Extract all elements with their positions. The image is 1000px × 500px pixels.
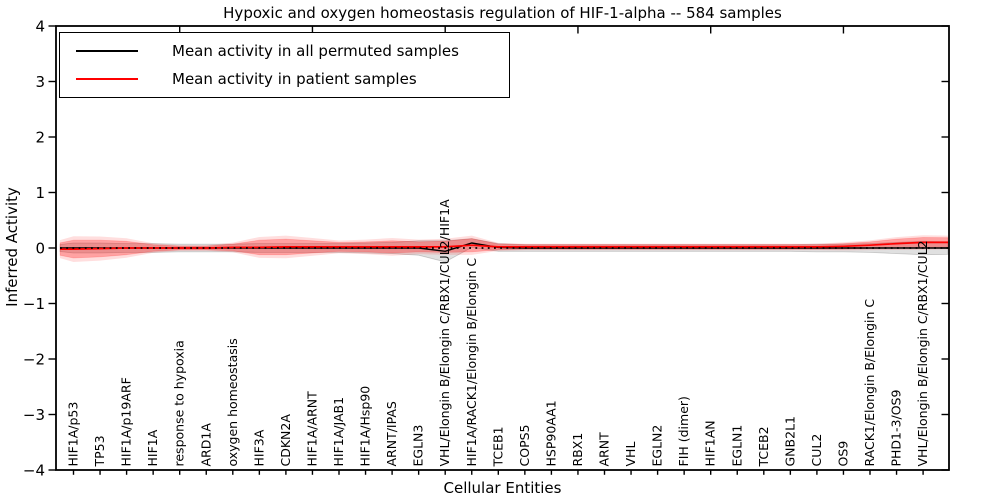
y-tick-label: 0 xyxy=(35,240,45,258)
legend-item-patient: Mean activity in patient samples xyxy=(76,66,509,92)
legend-label-patient: Mean activity in patient samples xyxy=(172,69,417,88)
patient-band-outer xyxy=(60,235,948,262)
x-category-label: response to hypoxia xyxy=(172,340,187,466)
x-category-label: HIF1A/p53 xyxy=(66,402,81,467)
x-category-label: ARD1A xyxy=(198,423,213,467)
x-category-label: VHL xyxy=(623,442,638,467)
x-category-label: VHL/Elongin B/Elongin C/RBX1/CUL2/HIF1A xyxy=(437,199,452,467)
x-category-label: HSP90AA1 xyxy=(543,400,558,466)
x-category-label: EGLN2 xyxy=(650,425,665,467)
x-category-label: HIF3A xyxy=(251,429,266,466)
x-category-label: EGLN3 xyxy=(411,425,426,467)
y-tick-label: 3 xyxy=(35,73,45,91)
chart-title: Hypoxic and oxygen homeostasis regulatio… xyxy=(223,4,782,22)
permuted-band xyxy=(59,238,949,263)
x-category-label: EGLN1 xyxy=(729,425,744,467)
x-axis-label: Cellular Entities xyxy=(443,479,562,497)
x-category-label: HIF1A/p19ARF xyxy=(119,377,134,466)
y-tick-label: −1 xyxy=(23,295,45,313)
x-category-label: COPS5 xyxy=(517,425,532,467)
x-category-label: CUL2 xyxy=(809,434,824,467)
y-tick-label: 4 xyxy=(35,18,45,36)
x-category-label: HIF1A/JAB1 xyxy=(331,397,346,467)
y-axis-label: Inferred Activity xyxy=(3,187,21,307)
x-category-label: RACK1/Elongin B/Elongin C xyxy=(862,299,877,467)
legend-item-permuted: Mean activity in all permuted samples xyxy=(76,38,509,64)
y-tick-label: 2 xyxy=(35,129,45,147)
x-category-label: ARNT xyxy=(597,432,612,467)
x-category-label: oxygen homeostasis xyxy=(225,338,240,466)
y-tick-label: −4 xyxy=(23,462,45,480)
x-category-label: ARNT/IPAS xyxy=(384,401,399,466)
x-category-label: VHL/Elongin B/Elongin C/RBX1/CUL2 xyxy=(915,240,930,466)
y-tick-label: −3 xyxy=(23,406,45,424)
x-category-label: HIF1A/ARNT xyxy=(304,391,319,467)
legend-label-permuted: Mean activity in all permuted samples xyxy=(172,41,459,60)
x-category-label: TP53 xyxy=(92,435,107,467)
legend: Mean activity in all permuted samples Me… xyxy=(59,32,510,98)
x-category-label: FIH (dimer) xyxy=(676,396,691,466)
patient-line-swatch-icon xyxy=(76,78,138,80)
permuted-line-swatch-icon xyxy=(76,50,138,52)
x-category-label: HIF1A xyxy=(145,429,160,466)
x-category-label: CDKN2A xyxy=(278,414,293,467)
x-category-label: RBX1 xyxy=(570,433,585,467)
x-category-label: HIF1A/Hsp90 xyxy=(358,386,373,467)
x-category-label: GNB2L1 xyxy=(782,416,797,466)
x-category-label: HIF1AN xyxy=(703,420,718,466)
x-category-label: HIF1A/RACK1/Elongin B/Elongin C xyxy=(464,258,479,467)
y-tick-label: −2 xyxy=(23,351,45,369)
x-category-label: PHD1-3/OS9 xyxy=(889,390,904,467)
x-category-label: TCEB2 xyxy=(756,426,771,467)
x-category-label: OS9 xyxy=(835,441,850,467)
y-tick-label: 1 xyxy=(35,184,45,202)
x-category-label: TCEB1 xyxy=(490,426,505,467)
